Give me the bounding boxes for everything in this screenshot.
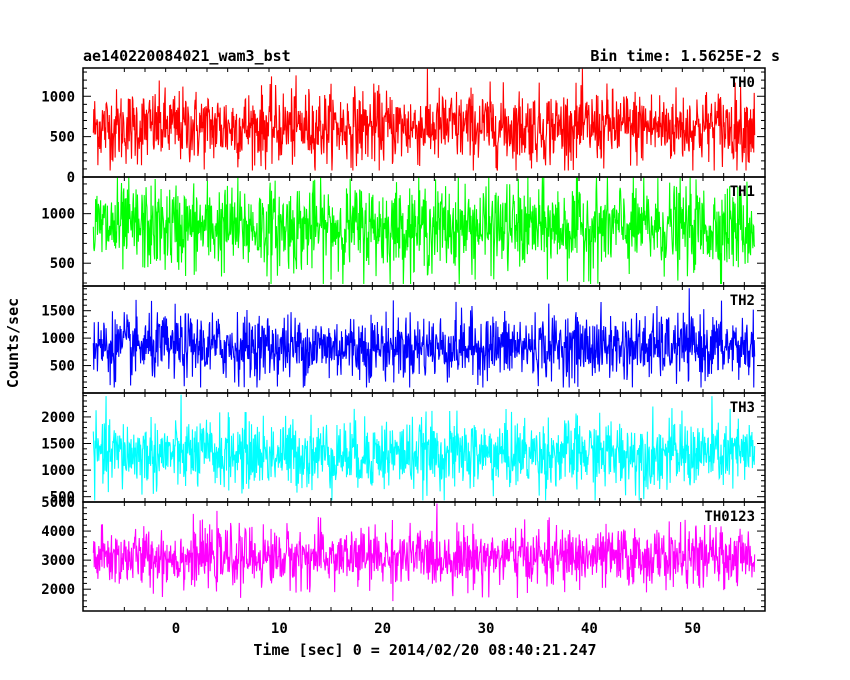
chart-title-right: Bin time: 1.5625E-2 s bbox=[590, 47, 780, 65]
panel-th1: 500 1000 TH1 bbox=[41, 176, 766, 287]
panel-frame bbox=[82, 501, 766, 612]
x-tick-label: 50 bbox=[684, 621, 701, 637]
y-tick-label: 1000 bbox=[41, 207, 75, 223]
y-tick-label: 500 bbox=[50, 256, 75, 272]
x-axis-label: Time [sec] 0 = 2014/02/20 08:40:21.247 bbox=[253, 641, 596, 659]
x-axis: 0 10 20 30 40 50 bbox=[172, 621, 701, 637]
band-label: TH2 bbox=[730, 293, 755, 309]
y-tick-label: 1000 bbox=[41, 331, 75, 347]
y-tick-label: 500 bbox=[50, 490, 75, 506]
panels-group: 0 500 1000 TH0 500 1000 TH1 500 1000 1500 TH2 500 10… bbox=[41, 67, 766, 612]
y-tick-label: 500 bbox=[50, 130, 75, 146]
band-label: TH3 bbox=[730, 400, 755, 416]
x-tick-label: 0 bbox=[172, 621, 180, 637]
band-label: TH0123 bbox=[704, 509, 755, 525]
panel-th2: 500 1000 1500 TH2 bbox=[41, 285, 766, 394]
y-axis-label: Counts/sec bbox=[4, 298, 22, 388]
x-tick-label: 10 bbox=[271, 621, 288, 637]
x-tick-label: 20 bbox=[374, 621, 391, 637]
y-tick-label: 3000 bbox=[41, 553, 75, 569]
series-th0123 bbox=[92, 503, 756, 602]
y-tick-label: 0 bbox=[67, 170, 75, 186]
y-tick-label: 1500 bbox=[41, 437, 75, 453]
band-label: TH0 bbox=[730, 75, 755, 91]
y-tick-label: 4000 bbox=[41, 524, 75, 540]
y-tick-label: 1500 bbox=[41, 304, 75, 320]
series-th0 bbox=[92, 68, 756, 171]
y-tick-label: 500 bbox=[50, 359, 75, 375]
y-tick-label: 5000 bbox=[41, 495, 75, 511]
panel-th3: 500 1000 1500 2000 TH3 bbox=[41, 392, 766, 506]
series-th2 bbox=[92, 288, 756, 388]
panel-th0: 0 500 1000 TH0 bbox=[41, 67, 766, 186]
y-tick-label: 2000 bbox=[41, 582, 75, 598]
y-tick-label: 1000 bbox=[41, 89, 75, 105]
x-tick-label: 30 bbox=[478, 621, 495, 637]
band-label: TH1 bbox=[730, 184, 755, 200]
chart-title-left: ae140220084021_wam3_bst bbox=[83, 47, 291, 65]
panel-th0123: 2000 3000 4000 5000 TH0123 bbox=[41, 495, 766, 612]
y-tick-label: 2000 bbox=[41, 410, 75, 426]
x-tick-label: 40 bbox=[581, 621, 598, 637]
y-tick-label: 1000 bbox=[41, 463, 75, 479]
series-th3 bbox=[92, 394, 756, 501]
series-th1 bbox=[92, 176, 756, 285]
